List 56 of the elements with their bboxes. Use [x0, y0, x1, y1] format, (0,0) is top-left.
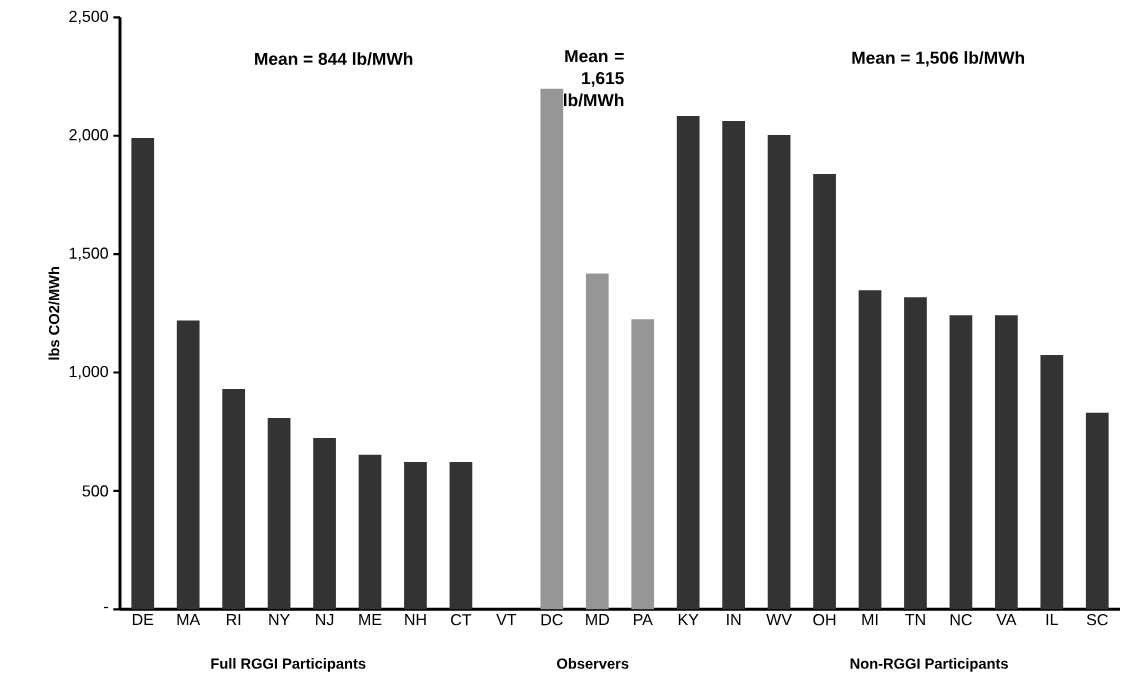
x-tick-label: NJ	[316, 614, 334, 626]
x-tick-label: NC	[950, 614, 972, 626]
x-tick-label: RI	[226, 614, 241, 626]
bar	[813, 174, 836, 610]
x-tick-label: VA	[996, 614, 1017, 626]
bar	[449, 462, 473, 610]
y-tick-label: -	[104, 606, 108, 609]
bar	[631, 319, 655, 610]
x-tick-label: MD	[586, 614, 609, 626]
y-axis-title: lbs CO2/MWh	[48, 266, 60, 360]
bar	[176, 320, 200, 610]
bar	[540, 88, 564, 610]
bar	[358, 454, 382, 610]
x-tick-label: IN	[727, 614, 741, 626]
x-tick-label: ME	[359, 614, 382, 626]
bar	[995, 315, 1018, 610]
x-tick-label: VT	[496, 614, 517, 626]
x-tick-label: IL	[1046, 614, 1058, 626]
bar	[767, 135, 791, 610]
x-tick-label: WV	[766, 614, 792, 626]
x-tick-label: DC	[541, 614, 563, 626]
bar	[949, 315, 973, 610]
y-tick-label: 1,000	[69, 365, 109, 380]
bar	[585, 273, 609, 610]
x-tick-label: TN	[905, 614, 925, 626]
x-tick-label: CT	[451, 614, 472, 626]
bar	[131, 138, 155, 610]
bar	[1085, 412, 1109, 610]
x-tick-label: PA	[633, 614, 653, 626]
x-tick-label: MI	[862, 614, 878, 626]
y-tick-label: 500	[82, 485, 109, 497]
x-tick-label: NY	[269, 614, 290, 626]
y-tick-label: 1,500	[69, 247, 109, 261]
text: Observers	[557, 658, 629, 669]
x-tick-label: KY	[678, 614, 699, 626]
bar	[313, 438, 336, 610]
annotation: Mean = 844 lb/MWh	[255, 52, 413, 66]
bar	[858, 290, 882, 610]
x-tick-label: SC	[1086, 614, 1108, 626]
bar	[722, 121, 746, 610]
bar	[1040, 355, 1064, 610]
bar	[404, 462, 427, 610]
text: Full RGGI Participants	[211, 658, 366, 672]
annotation: Mean = 1,615 lb/MWh	[563, 50, 624, 107]
bar	[904, 297, 927, 610]
y-tick-label: 2,000	[69, 129, 109, 143]
bar	[676, 116, 700, 610]
annotation: Mean = 1,506 lb/MWh	[852, 51, 1025, 67]
x-tick-label: MA	[177, 614, 201, 626]
x-tick-label: DE	[132, 614, 154, 626]
x-tick-label: OH	[813, 614, 836, 626]
bar	[267, 417, 291, 610]
bar	[222, 389, 246, 610]
y-tick-label: 2,500	[69, 10, 109, 24]
x-tick-label: NH	[405, 614, 426, 626]
text: Non-RGGI Participants	[850, 658, 1008, 672]
